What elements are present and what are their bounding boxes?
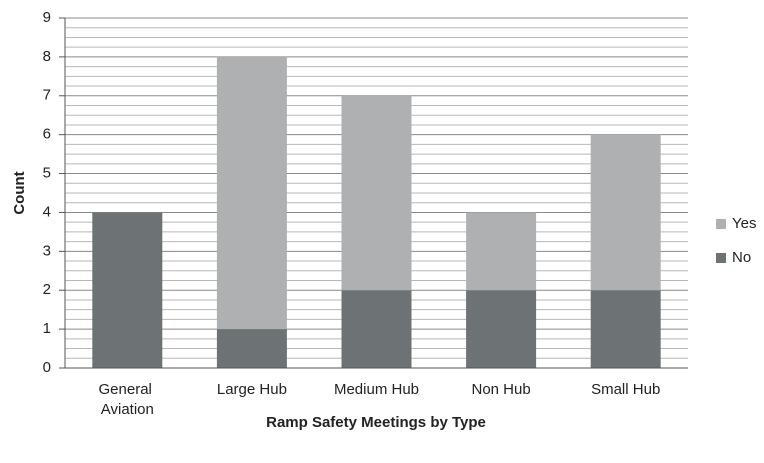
- bar-segment: [341, 290, 412, 368]
- legend-label: Yes: [732, 215, 756, 232]
- y-tick-label: 3: [43, 242, 51, 259]
- y-axis-label: Count: [11, 171, 28, 214]
- bar-segment: [216, 56, 287, 330]
- legend-swatch: [716, 219, 726, 229]
- y-tick-label: 7: [43, 87, 51, 104]
- y-tick-label: 6: [43, 126, 51, 143]
- legend-swatch: [716, 253, 726, 263]
- y-tick-label: 9: [43, 9, 51, 26]
- legend-label: No: [732, 249, 751, 266]
- bar-segment: [341, 95, 412, 291]
- y-tick-label: 5: [43, 165, 51, 182]
- x-tick-label: Non Hub: [471, 381, 530, 398]
- y-tick-label: 1: [43, 320, 51, 337]
- bar-segment: [590, 134, 661, 291]
- bar-segment: [466, 212, 537, 291]
- x-tick-label: Medium Hub: [334, 381, 419, 398]
- bar-segment: [216, 329, 287, 368]
- x-tick-label: Small Hub: [591, 381, 660, 398]
- x-tick-label: General Aviation: [99, 381, 157, 418]
- y-tick-label: 2: [43, 281, 51, 298]
- y-tick-label: 4: [43, 203, 51, 220]
- x-tick-label: Large Hub: [217, 381, 287, 398]
- bar-segment: [92, 212, 163, 368]
- y-tick-label: 8: [43, 48, 51, 65]
- y-tick-label: 0: [43, 359, 51, 376]
- x-axis-label: Ramp Safety Meetings by Type: [266, 414, 486, 431]
- bar-segment: [466, 290, 537, 368]
- bar-segment: [590, 290, 661, 368]
